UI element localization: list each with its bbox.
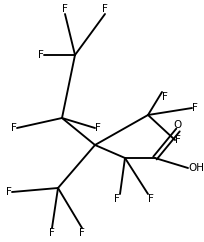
Text: O: O bbox=[174, 120, 182, 130]
Text: F: F bbox=[38, 50, 44, 60]
Text: F: F bbox=[62, 4, 68, 14]
Text: F: F bbox=[192, 103, 198, 113]
Text: F: F bbox=[6, 187, 12, 197]
Text: F: F bbox=[175, 135, 181, 145]
Text: F: F bbox=[102, 4, 108, 14]
Text: F: F bbox=[162, 92, 168, 102]
Text: F: F bbox=[49, 228, 55, 238]
Text: OH: OH bbox=[188, 163, 204, 173]
Text: F: F bbox=[11, 123, 17, 133]
Text: F: F bbox=[114, 194, 120, 204]
Text: F: F bbox=[95, 123, 101, 133]
Text: F: F bbox=[79, 228, 85, 238]
Text: F: F bbox=[148, 194, 154, 204]
